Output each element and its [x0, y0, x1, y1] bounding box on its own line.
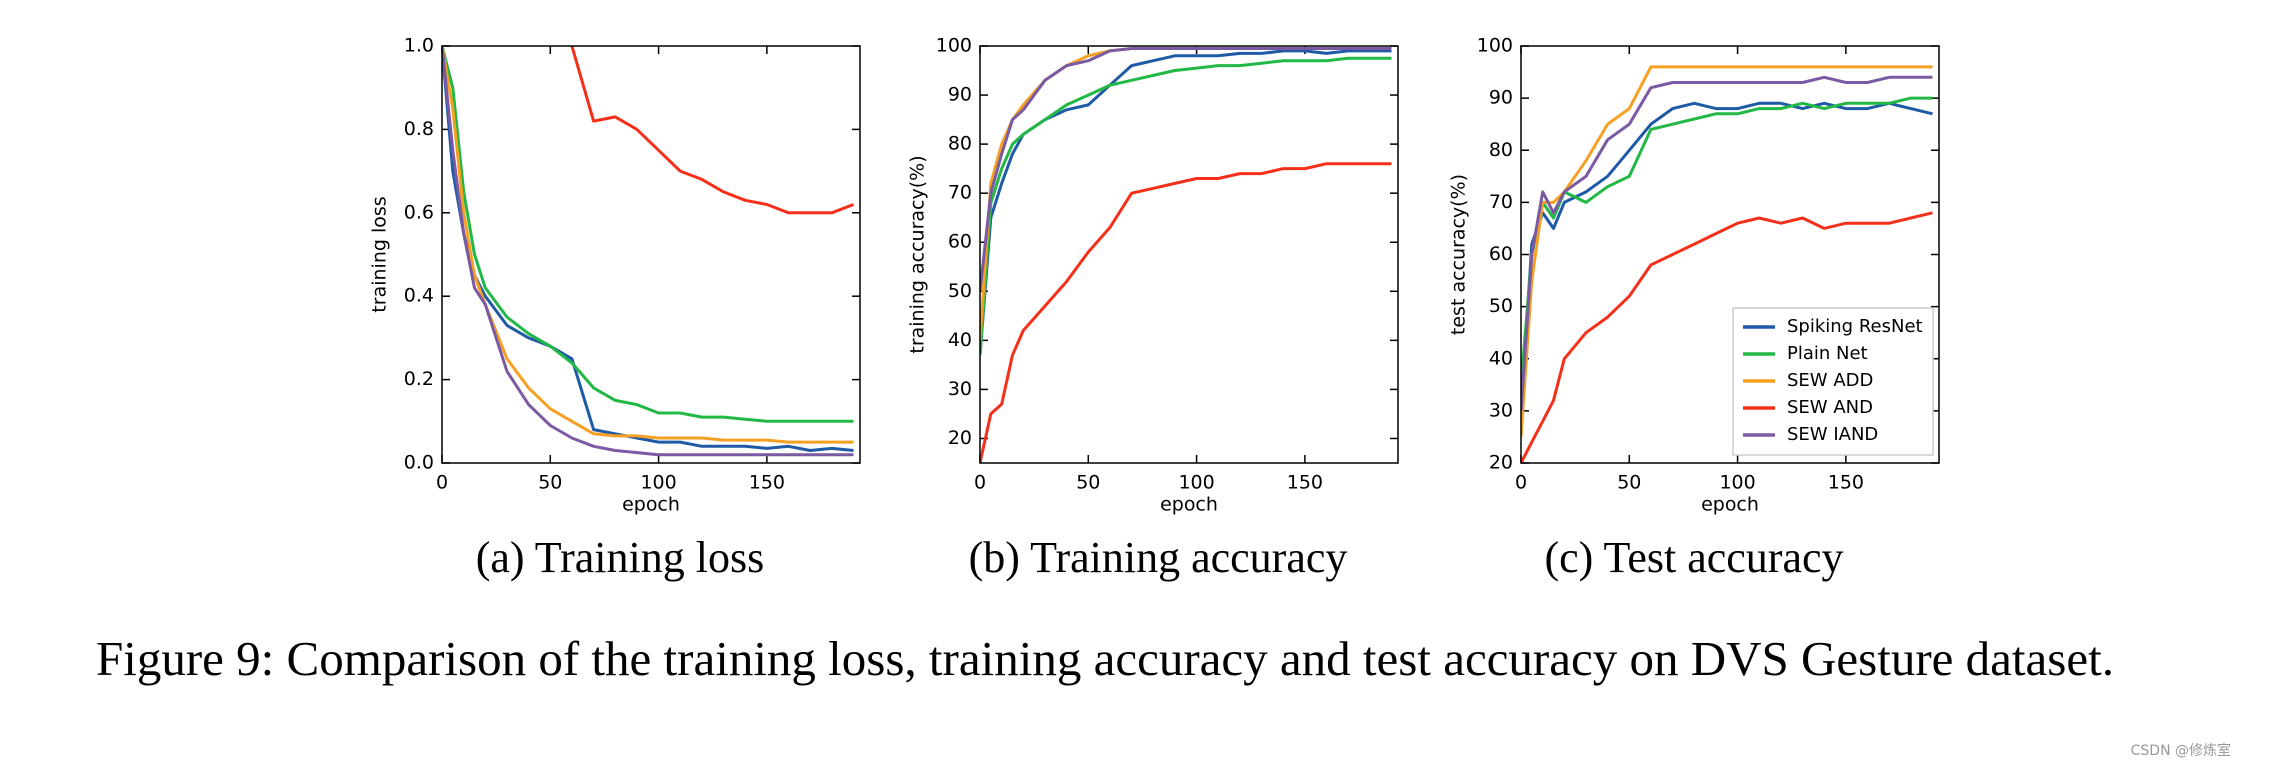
y-tick-label: 0.2 [404, 368, 434, 390]
y-axis-label: training accuracy(%) [907, 155, 929, 353]
series-line [570, 46, 855, 215]
legend-label: SEW ADD [1787, 370, 1873, 391]
watermark: CSDN @修炼室 [2130, 743, 2231, 759]
plot-frame [1520, 45, 1940, 464]
y-tick-label: 90 [1489, 87, 1513, 109]
y-tick-label: 30 [1489, 399, 1513, 421]
series-line [980, 56, 1392, 356]
series-line [980, 47, 1392, 292]
x-tick-label: 100 [640, 472, 676, 494]
x-tick-label: 50 [1617, 472, 1641, 494]
x-tick-label: 50 [538, 472, 562, 494]
series-line [1521, 211, 1933, 463]
series-line [442, 46, 854, 457]
y-tick-label: 100 [1477, 35, 1513, 57]
x-tick-label: 0 [974, 472, 986, 494]
plot-frame [441, 45, 861, 464]
y-tick-label: 50 [1489, 295, 1513, 317]
y-tick-label: 0.6 [404, 201, 434, 223]
subcaption: (c) Test accuracy [1544, 533, 1843, 582]
y-tick-label: 70 [1489, 191, 1513, 213]
y-tick-label: 40 [1489, 347, 1513, 369]
x-tick-label: 150 [749, 472, 785, 494]
x-tick-label: 100 [1719, 472, 1755, 494]
y-axis-label: test accuracy(%) [1448, 174, 1470, 335]
x-tick-label: 0 [1515, 472, 1527, 494]
series-line [1521, 75, 1933, 412]
y-tick-label: 40 [948, 329, 972, 351]
subcaption: (b) Training accuracy [969, 533, 1348, 582]
series-line [442, 46, 854, 444]
figure-caption: Figure 9: Comparison of the training los… [96, 631, 2114, 686]
y-tick-label: 30 [948, 378, 972, 400]
series-line [980, 47, 1392, 341]
x-tick-label: 100 [1178, 472, 1214, 494]
subcaption: (a) Training loss [476, 533, 764, 582]
y-tick-label: 60 [1489, 243, 1513, 265]
y-tick-label: 0.4 [404, 285, 434, 307]
series-line [442, 46, 854, 423]
y-tick-label: 80 [1489, 139, 1513, 161]
x-axis-label: epoch [1160, 494, 1218, 516]
y-tick-label: 90 [948, 84, 972, 106]
y-tick-label: 50 [948, 280, 972, 302]
y-tick-label: 80 [948, 133, 972, 155]
plot-frame [979, 45, 1399, 464]
y-tick-label: 0.0 [404, 452, 434, 474]
y-tick-label: 0.8 [404, 118, 434, 140]
x-tick-label: 0 [436, 472, 448, 494]
y-tick-label: 20 [1489, 452, 1513, 474]
x-axis-label: epoch [622, 494, 680, 516]
y-tick-label: 100 [936, 35, 972, 57]
y-tick-label: 60 [948, 231, 972, 253]
x-axis-label: epoch [1701, 494, 1759, 516]
y-tick-label: 1.0 [404, 35, 434, 57]
series-line [980, 49, 1392, 356]
x-tick-label: 150 [1287, 472, 1323, 494]
y-tick-label: 70 [948, 182, 972, 204]
series-line [1521, 101, 1933, 411]
legend-label: SEW AND [1787, 397, 1873, 418]
legend-label: SEW IAND [1787, 424, 1878, 445]
y-tick-label: 20 [948, 427, 972, 449]
series-line [980, 162, 1392, 463]
y-axis-label: training loss [369, 196, 391, 312]
x-tick-label: 150 [1828, 472, 1864, 494]
legend-label: Plain Net [1787, 343, 1868, 364]
series-line [442, 46, 854, 452]
series-line [1521, 65, 1933, 438]
legend-label: Spiking ResNet [1787, 316, 1923, 337]
x-tick-label: 50 [1076, 472, 1100, 494]
